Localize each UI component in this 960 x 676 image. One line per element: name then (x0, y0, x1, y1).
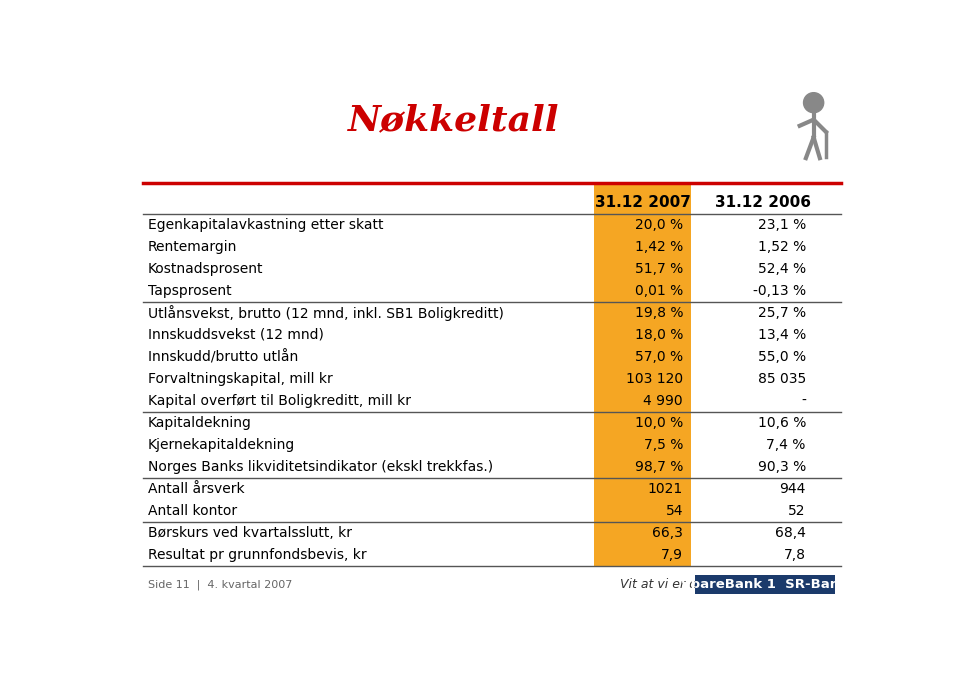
Text: 944: 944 (780, 482, 805, 496)
Text: Rentemargin: Rentemargin (148, 239, 237, 254)
Text: 19,8 %: 19,8 % (635, 306, 683, 320)
Text: 0,01 %: 0,01 % (635, 284, 683, 297)
Text: 25,7 %: 25,7 % (757, 306, 805, 320)
Text: Antall årsverk: Antall årsverk (148, 482, 245, 496)
Text: Kapital overført til Boligkreditt, mill kr: Kapital overført til Boligkreditt, mill … (148, 394, 411, 408)
Text: Nøkkeltall: Nøkkeltall (348, 103, 559, 137)
Text: 31.12 2006: 31.12 2006 (715, 195, 811, 210)
Text: 23,1 %: 23,1 % (757, 218, 805, 232)
Text: 55,0 %: 55,0 % (757, 349, 805, 364)
Text: 1021: 1021 (648, 482, 683, 496)
Text: 31.12 2007: 31.12 2007 (595, 195, 690, 210)
Text: Innskudd/brutto utlån: Innskudd/brutto utlån (148, 349, 299, 364)
Text: SpareBank 1  SR-Bank: SpareBank 1 SR-Bank (682, 578, 849, 592)
Text: 1,42 %: 1,42 % (635, 239, 683, 254)
Text: Side 11  |  4. kvartal 2007: Side 11 | 4. kvartal 2007 (148, 579, 292, 590)
Text: 10,6 %: 10,6 % (757, 416, 805, 430)
Text: 13,4 %: 13,4 % (757, 328, 805, 342)
Text: Kapitaldekning: Kapitaldekning (148, 416, 252, 430)
Text: 7,5 %: 7,5 % (643, 438, 683, 452)
Text: 66,3: 66,3 (652, 526, 683, 540)
Text: 51,7 %: 51,7 % (635, 262, 683, 276)
Text: 52,4 %: 52,4 % (757, 262, 805, 276)
Text: Egenkapitalavkastning etter skatt: Egenkapitalavkastning etter skatt (148, 218, 383, 232)
Text: Norges Banks likviditetsindikator (ekskl trekkfas.): Norges Banks likviditetsindikator (ekskl… (148, 460, 493, 474)
Text: 90,3 %: 90,3 % (757, 460, 805, 474)
Text: -: - (801, 394, 805, 408)
Text: 98,7 %: 98,7 % (635, 460, 683, 474)
Text: 52: 52 (788, 504, 805, 518)
Text: 85 035: 85 035 (757, 372, 805, 386)
Text: 7,4 %: 7,4 % (766, 438, 805, 452)
Circle shape (804, 93, 824, 113)
Text: 20,0 %: 20,0 % (635, 218, 683, 232)
Text: Forvaltningskapital, mill kr: Forvaltningskapital, mill kr (148, 372, 333, 386)
Text: 4 990: 4 990 (643, 394, 683, 408)
Text: Børskurs ved kvartalsslutt, kr: Børskurs ved kvartalsslutt, kr (148, 526, 352, 540)
Text: 7,9: 7,9 (661, 548, 683, 562)
Text: Vit at vi er der.: Vit at vi er der. (620, 578, 712, 592)
Text: Innskuddsvekst (12 mnd): Innskuddsvekst (12 mnd) (148, 328, 324, 342)
Bar (695, 575, 834, 594)
Text: Tapsprosent: Tapsprosent (148, 284, 231, 297)
Text: 103 120: 103 120 (626, 372, 683, 386)
Text: 54: 54 (665, 504, 683, 518)
Bar (594, 183, 691, 566)
Text: 7,8: 7,8 (784, 548, 805, 562)
Text: -0,13 %: -0,13 % (753, 284, 805, 297)
Text: Kjernekapitaldekning: Kjernekapitaldekning (148, 438, 295, 452)
Text: Antall kontor: Antall kontor (148, 504, 237, 518)
Text: 1,52 %: 1,52 % (757, 239, 805, 254)
Text: 18,0 %: 18,0 % (635, 328, 683, 342)
Text: 57,0 %: 57,0 % (635, 349, 683, 364)
Text: Resultat pr grunnfondsbevis, kr: Resultat pr grunnfondsbevis, kr (148, 548, 367, 562)
Text: Kostnadsprosent: Kostnadsprosent (148, 262, 263, 276)
Text: 10,0 %: 10,0 % (635, 416, 683, 430)
Text: Utlånsvekst, brutto (12 mnd, inkl. SB1 Boligkreditt): Utlånsvekst, brutto (12 mnd, inkl. SB1 B… (148, 305, 504, 320)
Text: 68,4: 68,4 (775, 526, 805, 540)
